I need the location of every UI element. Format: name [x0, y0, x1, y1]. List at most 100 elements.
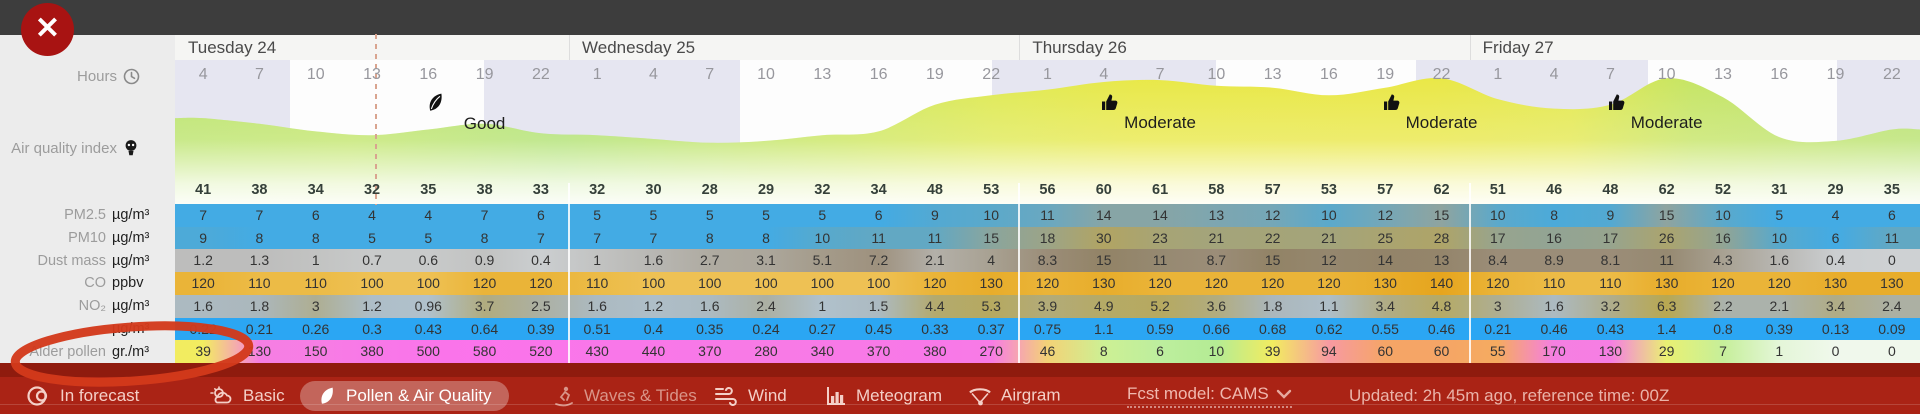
data-cell: 16	[1546, 229, 1562, 246]
hour-label[interactable]: 4	[649, 66, 658, 83]
hour-label[interactable]: 16	[419, 66, 438, 83]
hour-label[interactable]: 10	[306, 66, 325, 83]
hour-label[interactable]: 22	[1882, 66, 1901, 83]
data-cell: 6	[1156, 343, 1164, 360]
data-cell: 26	[1658, 229, 1675, 246]
hour-label[interactable]: 19	[475, 66, 494, 83]
toolbar-item-basic[interactable]: Basic	[210, 386, 285, 406]
row-name: NO₂	[78, 298, 106, 315]
hour-label[interactable]: 22	[1432, 66, 1451, 83]
aqi-value: 32	[589, 182, 606, 198]
hour-label[interactable]: 22	[531, 66, 550, 83]
data-cell: 0.24	[752, 320, 780, 337]
data-cell: 0.96	[414, 297, 442, 314]
data-cell: 8	[1550, 207, 1558, 223]
data-cell: 6.3	[1656, 297, 1677, 314]
hour-label[interactable]: 7	[1605, 66, 1615, 83]
hour-label[interactable]: 16	[1320, 66, 1338, 83]
data-cell: 8	[705, 229, 714, 246]
toolbar-item-label: Meteogram	[856, 385, 942, 405]
hour-label[interactable]: 1	[592, 66, 602, 83]
aqi-value: 57	[1264, 182, 1281, 198]
hour-label[interactable]: 1	[1493, 66, 1503, 83]
hour-label[interactable]: 10	[1657, 66, 1676, 83]
toolbar-item-pollen-air-quality[interactable]: Pollen & Air Quality	[300, 380, 509, 411]
toolbar-item-in-forecast[interactable]: In forecast	[26, 385, 139, 407]
aqi-category-marker: Moderate	[1607, 92, 1727, 133]
aqi-category-label: Moderate	[1124, 113, 1196, 132]
data-cell: 13	[1208, 207, 1225, 223]
data-cell: 14	[1152, 207, 1168, 223]
hour-label[interactable]: 4	[1549, 66, 1559, 83]
hour-label[interactable]: 13	[1714, 66, 1732, 83]
data-cell: 120	[1204, 275, 1229, 292]
data-cell: 0.66	[1202, 320, 1230, 337]
toolbar-item-meteogram[interactable]: Meteogram	[826, 386, 942, 406]
day-label[interactable]: Tuesday 24	[188, 38, 277, 57]
hour-label[interactable]: 1	[1043, 66, 1052, 83]
hour-label[interactable]: 10	[1207, 66, 1226, 83]
data-cell: 0.43	[1596, 320, 1625, 337]
data-cell: 12	[1264, 207, 1281, 223]
close-button[interactable]: ✕	[21, 3, 74, 56]
wind-icon	[714, 386, 739, 406]
hour-label[interactable]: 22	[982, 66, 1001, 83]
data-cell: 0.6	[418, 252, 439, 269]
data-cell: 0.62	[1315, 320, 1343, 337]
aqi-value: 38	[476, 182, 493, 198]
hour-label[interactable]: 19	[1826, 66, 1845, 83]
day-separator	[1018, 183, 1021, 363]
data-cell: 0.45	[864, 320, 893, 337]
hour-label[interactable]: 7	[254, 66, 264, 83]
hour-label[interactable]: 4	[1099, 66, 1109, 83]
hour-label[interactable]: 7	[705, 66, 715, 83]
row-label-alder_pollen: Alder pollen gr./m³	[0, 340, 175, 363]
data-cell: 140	[1429, 275, 1454, 292]
row-unit: µg/m³	[112, 298, 150, 315]
data-cell: 5.1	[812, 252, 833, 269]
toolbar-item-airgram[interactable]: Airgram	[968, 385, 1061, 406]
data-cell: 8	[480, 229, 489, 246]
hour-label[interactable]: 13	[813, 66, 832, 83]
top-bar	[0, 0, 1920, 35]
hour-label[interactable]: 19	[1376, 66, 1395, 83]
data-cell: 110	[304, 275, 327, 292]
data-cell: 5	[1775, 207, 1784, 223]
data-cell: 21	[1208, 229, 1225, 246]
data-cell: 6	[874, 207, 883, 223]
hour-label[interactable]: 13	[1263, 66, 1282, 83]
hour-label[interactable]: 13	[363, 66, 381, 83]
data-cell: 120	[923, 275, 947, 292]
data-cell: 130	[1092, 275, 1116, 292]
toolbar-item-wind[interactable]: Wind	[714, 386, 787, 406]
hour-label[interactable]: 19	[926, 66, 944, 83]
toolbar-item-label: In forecast	[60, 385, 140, 405]
data-cell: 500	[416, 343, 440, 360]
data-cell: 8	[311, 229, 320, 246]
data-cell: 2.7	[700, 252, 720, 269]
forecast-model-selector[interactable]: Fcst model: CAMS	[1127, 384, 1292, 408]
data-cell: 4.4	[925, 297, 945, 314]
hour-label[interactable]: 10	[757, 66, 775, 83]
leaf-icon	[425, 92, 545, 113]
data-cell: 120	[1148, 275, 1172, 292]
day-label[interactable]: Wednesday 25	[582, 38, 696, 57]
day-label[interactable]: Thursday 26	[1032, 38, 1127, 57]
hour-label[interactable]: 16	[869, 66, 888, 83]
day-separator	[568, 183, 571, 363]
toolbar-item-waves-tides[interactable]: Waves & Tides	[553, 385, 697, 407]
hour-label[interactable]: 4	[198, 66, 208, 83]
data-cell: 1	[593, 252, 602, 269]
data-cell: 100	[360, 275, 384, 292]
aqi-value: 53	[983, 182, 1000, 198]
hour-label[interactable]: 16	[1770, 66, 1789, 83]
data-cell: 0.21	[245, 320, 274, 337]
aqi-value: 32	[363, 182, 381, 198]
day-separator	[1469, 35, 1471, 60]
data-cell: 10	[983, 207, 999, 223]
data-row-dust_mass: 1.2 1.3 1 0.7 0.6 0.9 0.4 1 1.6 2.7 3.1 5.1 7.2 2.1 4 8…	[175, 249, 1920, 273]
hour-label[interactable]: 7	[1155, 66, 1165, 83]
data-cell: 15	[983, 229, 999, 246]
day-label[interactable]: Friday 27	[1482, 38, 1554, 57]
row-unit: µg/m³	[112, 207, 150, 224]
